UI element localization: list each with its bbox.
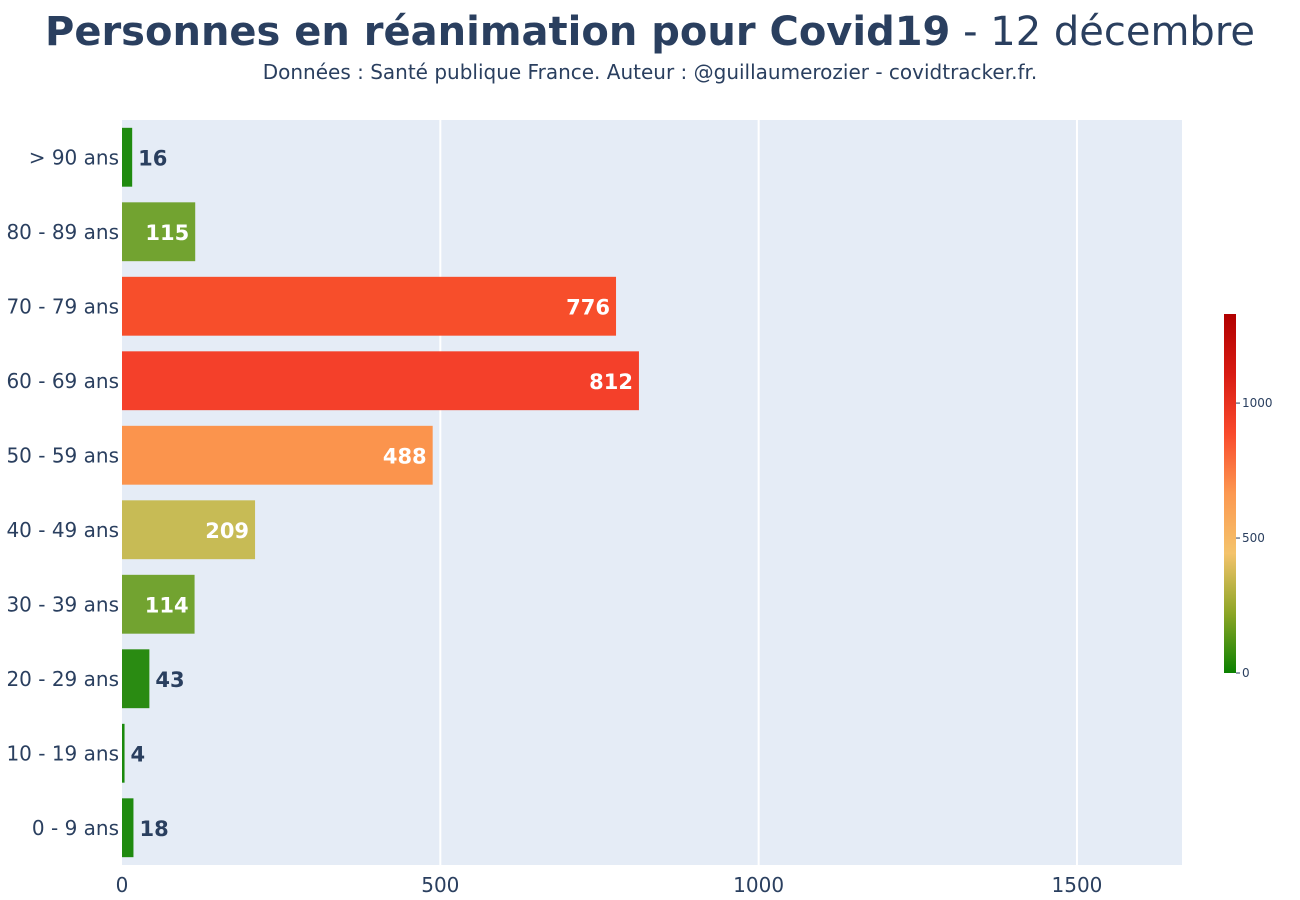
chart-title: Personnes en réanimation pour Covid19 - … — [0, 6, 1300, 58]
bars: 16 115 776 812 488 209 114 43 4 18 — [122, 127, 639, 858]
bar — [122, 723, 125, 783]
y-tick-label: 0 - 9 ans — [32, 816, 119, 840]
x-tick-label: 0 — [116, 873, 129, 897]
data-label: 115 — [145, 221, 189, 245]
bar — [122, 574, 195, 634]
y-axis-labels: > 90 ans 80 - 89 ans 70 - 79 ans 60 - 69 an… — [6, 145, 119, 840]
chart-title-date: - 12 décembre — [950, 9, 1255, 55]
colorbar-tick-label: 0 — [1242, 666, 1250, 680]
data-label: 812 — [589, 370, 633, 394]
bar — [122, 351, 639, 411]
x-tick-label: 1000 — [733, 873, 784, 897]
chart-title-main: Personnes en réanimation pour Covid19 — [45, 9, 951, 55]
y-tick-label: 60 - 69 ans — [6, 369, 119, 393]
colorbar-tick-label: 500 — [1242, 531, 1265, 545]
colorbar-gradient — [1224, 314, 1236, 673]
bar — [122, 202, 196, 262]
y-tick-label: 20 - 29 ans — [6, 667, 119, 691]
bar — [122, 425, 433, 485]
colorbar-tick-label: 1000 — [1242, 396, 1273, 410]
y-tick-label: 30 - 39 ans — [6, 592, 119, 616]
x-axis-labels: 0 500 1000 1500 — [116, 873, 1103, 897]
x-tick-label: 1500 — [1052, 873, 1103, 897]
data-label: 16 — [138, 146, 167, 170]
x-tick-label: 500 — [421, 873, 459, 897]
y-tick-label: 40 - 49 ans — [6, 518, 119, 542]
bar — [122, 127, 133, 187]
y-tick-label: 50 - 59 ans — [6, 443, 119, 467]
plot-area — [122, 120, 1182, 865]
bar — [122, 276, 617, 336]
y-tick-label: > 90 ans — [29, 145, 119, 169]
bar — [122, 649, 150, 709]
y-tick-label: 70 - 79 ans — [6, 294, 119, 318]
bar — [122, 500, 256, 560]
data-label: 43 — [155, 668, 184, 692]
data-label: 4 — [131, 742, 146, 766]
data-label: 776 — [566, 295, 610, 319]
data-label: 488 — [383, 444, 427, 468]
data-label: 18 — [139, 817, 168, 841]
data-label: 209 — [205, 519, 249, 543]
data-label: 114 — [145, 593, 189, 617]
y-tick-label: 10 - 19 ans — [6, 741, 119, 765]
chart-subtitle: Données : Santé publique France. Auteur … — [262, 60, 1038, 84]
colorbar: 0 500 1000 — [1224, 314, 1273, 680]
bar — [122, 798, 134, 858]
y-tick-label: 80 - 89 ans — [6, 220, 119, 244]
gridlines — [439, 120, 1078, 865]
